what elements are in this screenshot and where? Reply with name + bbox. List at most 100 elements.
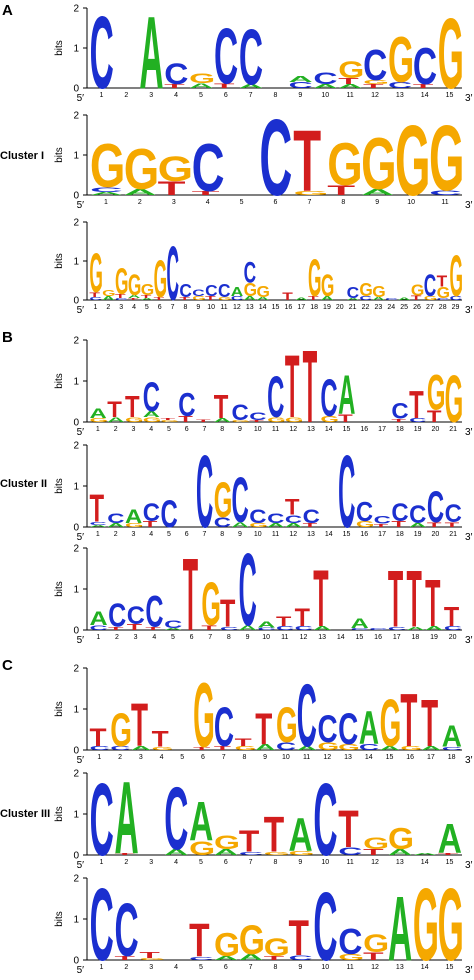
position-number: 9 (298, 964, 302, 971)
y-axis-title: bits (54, 581, 65, 597)
logo-letter-a: A (114, 761, 138, 875)
logo-letter-g: G (110, 704, 132, 756)
logo-letter-g: G (411, 281, 424, 299)
logo-letter-g: G (267, 416, 286, 424)
logo-letter-t: T (264, 955, 285, 961)
logo-letter-c: C (189, 956, 213, 961)
position-number: 1 (99, 92, 103, 99)
logo-letter-c: C (388, 81, 412, 90)
logo-letter-g: G (308, 249, 321, 308)
logo-letter-c: C (164, 769, 188, 868)
logo-letter-t: T (409, 383, 424, 426)
position-number: 14 (421, 92, 429, 99)
logo-letter-g: G (89, 242, 102, 304)
logo-letter-t: T (427, 407, 442, 426)
logo-letter-c: C (320, 368, 337, 427)
position-number: 7 (202, 531, 206, 538)
logo-letter-g: G (359, 280, 372, 301)
position-number: 15 (446, 859, 454, 866)
logo-letter-t: T (160, 417, 175, 420)
position-number: 12 (323, 754, 331, 761)
logo-letter-g: G (438, 869, 464, 980)
logo-letter-a: A (239, 624, 257, 632)
position-number: 11 (272, 426, 279, 433)
position-number: 3 (139, 754, 143, 761)
position-number: 3 (149, 964, 153, 971)
panel-letter-a: A (2, 2, 13, 19)
logo-letter-c: C (445, 501, 463, 529)
logo-letter-g: G (218, 296, 232, 301)
logo-letter-a: A (388, 848, 412, 857)
logo-letter-t: T (178, 415, 193, 424)
position-number: 11 (272, 531, 279, 538)
logo-letter-t: T (158, 178, 186, 199)
position-number: 9 (298, 859, 302, 866)
position-number: 17 (393, 634, 401, 641)
logo-letter-a: A (139, 0, 163, 111)
logo-letter-t: T (303, 522, 318, 528)
logo-letter-g: G (427, 365, 446, 421)
logo-letter-g: G (361, 123, 396, 205)
logo-letter-t: T (313, 553, 328, 643)
position-number: 13 (307, 531, 315, 538)
y-tick-label: 0 (73, 746, 79, 757)
y-tick-label: 2 (73, 664, 79, 675)
y-tick-label: 0 (73, 418, 79, 429)
logo-letter-g: G (320, 415, 339, 424)
three-prime-label: 3′ (465, 755, 473, 766)
y-axis-title: bits (54, 253, 65, 269)
position-number: 28 (439, 304, 447, 311)
position-number: 7 (222, 754, 226, 761)
y-tick-label: 0 (73, 956, 79, 967)
logo-letter-t: T (407, 554, 422, 644)
logo-letter-t: T (139, 951, 160, 960)
logo-letter-t: T (437, 272, 448, 290)
position-number: 9 (298, 92, 302, 99)
position-number: 15 (272, 304, 280, 311)
y-tick-label: 2 (73, 336, 79, 347)
logo-letter-t: T (214, 745, 232, 751)
logo-letter-t: T (282, 291, 293, 303)
logo-letter-t: T (196, 419, 211, 423)
logo-letter-c: C (338, 433, 355, 549)
logo-letter-g: G (90, 130, 125, 201)
three-prime-label: 3′ (465, 305, 473, 316)
logo-letter-t: T (115, 293, 126, 299)
logo-letter-a: A (89, 525, 106, 528)
position-number: 8 (341, 199, 345, 206)
position-number: 15 (356, 634, 364, 641)
position-number: 16 (374, 634, 382, 641)
position-number: 10 (321, 964, 329, 971)
logo-letter-a: A (244, 295, 257, 301)
position-number: 8 (220, 531, 224, 538)
position-number: 27 (426, 304, 434, 311)
position-number: 7 (249, 859, 253, 866)
logo-letter-c: C (143, 374, 160, 421)
logo-letter-c: C (164, 57, 188, 91)
position-number: 12 (300, 634, 308, 641)
position-number: 2 (114, 531, 118, 538)
logo-letter-t: T (411, 294, 422, 301)
logo-letter-c: C (442, 746, 462, 751)
logo-letter-a: A (289, 75, 313, 84)
logo-letter-a: A (398, 297, 411, 301)
logo-letter-t: T (214, 389, 229, 426)
position-number: 17 (297, 304, 305, 311)
position-number: 1 (104, 199, 108, 206)
logo-letter-c: C (289, 954, 313, 961)
three-prime-label: 3′ (465, 532, 473, 543)
logo-letter-c: C (391, 499, 409, 527)
logo-letter-g: G (193, 664, 215, 767)
logo-letter-c: C (317, 707, 337, 751)
position-number: 15 (343, 531, 351, 538)
logo-letter-g: G (321, 269, 334, 304)
logo-letter-a: A (347, 298, 360, 301)
position-number: 8 (242, 754, 246, 761)
logo-letter-g: G (239, 917, 265, 963)
position-number: 13 (396, 859, 404, 866)
logo-letter-g: G (327, 132, 362, 198)
logo-letter-a: A (413, 853, 437, 856)
y-tick-label: 1 (73, 151, 79, 162)
y-tick-label: 2 (73, 769, 79, 780)
five-prime-label: 5′ (77, 965, 85, 976)
